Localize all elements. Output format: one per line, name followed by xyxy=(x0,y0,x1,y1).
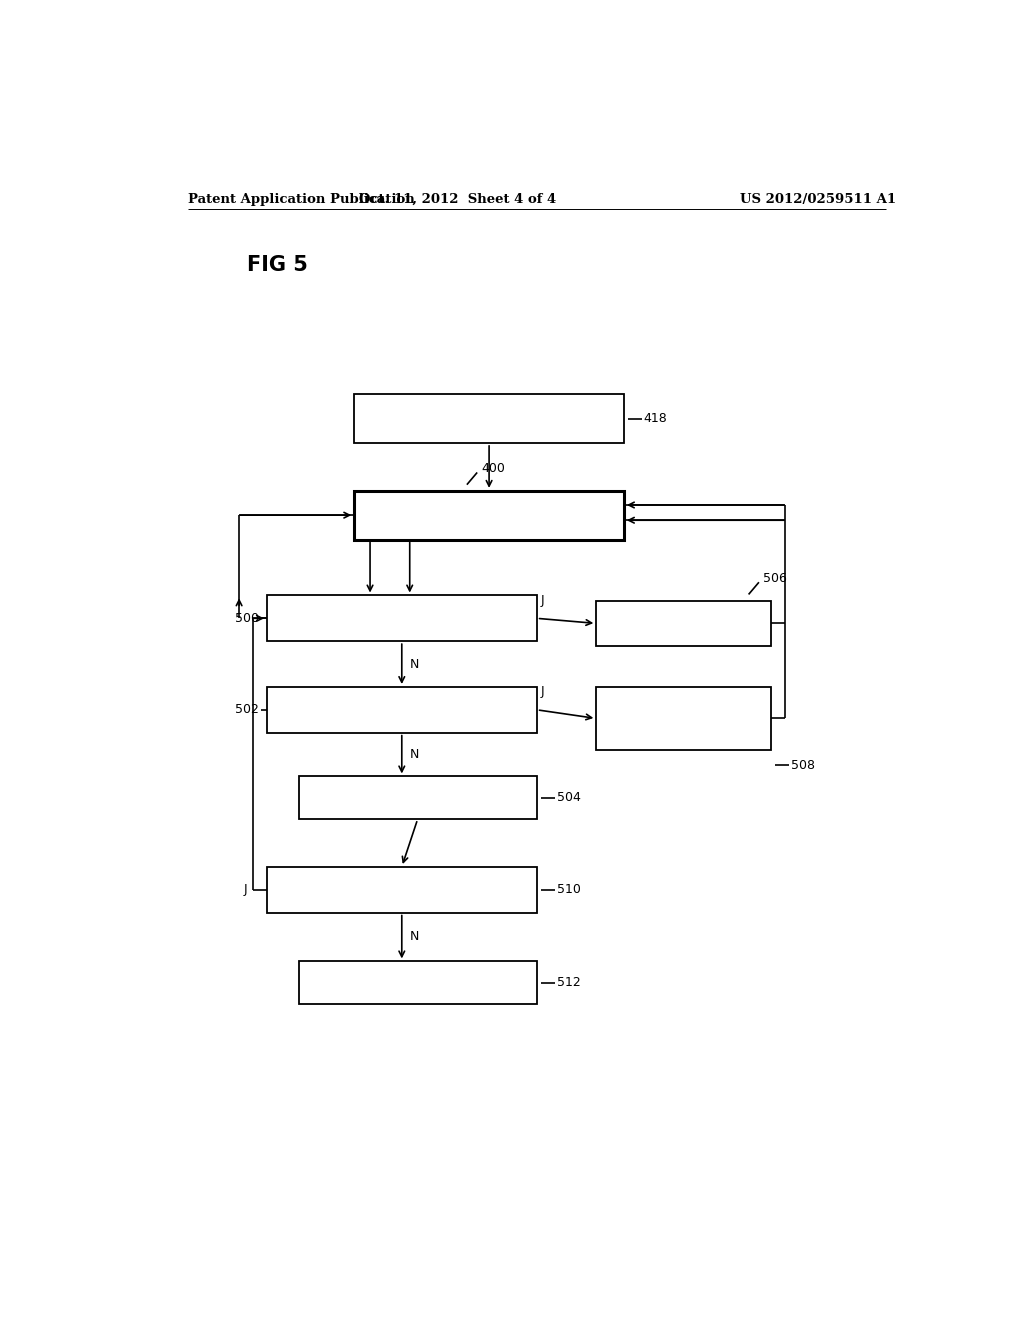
Text: N: N xyxy=(410,657,419,671)
Text: 508: 508 xyxy=(791,759,815,772)
Text: 510: 510 xyxy=(557,883,581,896)
Bar xyxy=(299,776,537,818)
Text: J: J xyxy=(541,594,545,606)
Text: 418: 418 xyxy=(644,412,668,425)
Text: 512: 512 xyxy=(557,977,581,989)
Text: Oct. 11, 2012  Sheet 4 of 4: Oct. 11, 2012 Sheet 4 of 4 xyxy=(358,193,556,206)
Text: 504: 504 xyxy=(557,791,581,804)
Text: J: J xyxy=(244,883,247,896)
Bar xyxy=(354,395,624,444)
Text: N: N xyxy=(410,748,419,762)
Text: Patent Application Publication: Patent Application Publication xyxy=(187,193,415,206)
Text: 502: 502 xyxy=(236,704,259,717)
Text: 506: 506 xyxy=(763,572,786,585)
Bar xyxy=(267,595,537,642)
Bar xyxy=(267,867,537,912)
Bar xyxy=(299,961,537,1005)
Text: N: N xyxy=(410,931,419,944)
Text: FIG 5: FIG 5 xyxy=(247,255,308,275)
Text: 500: 500 xyxy=(234,612,259,624)
Bar xyxy=(354,491,624,540)
Bar xyxy=(596,601,771,647)
Text: 400: 400 xyxy=(481,462,505,475)
Bar xyxy=(596,686,771,750)
Text: US 2012/0259511 A1: US 2012/0259511 A1 xyxy=(740,193,896,206)
Text: J: J xyxy=(541,685,545,698)
Bar xyxy=(267,686,537,733)
